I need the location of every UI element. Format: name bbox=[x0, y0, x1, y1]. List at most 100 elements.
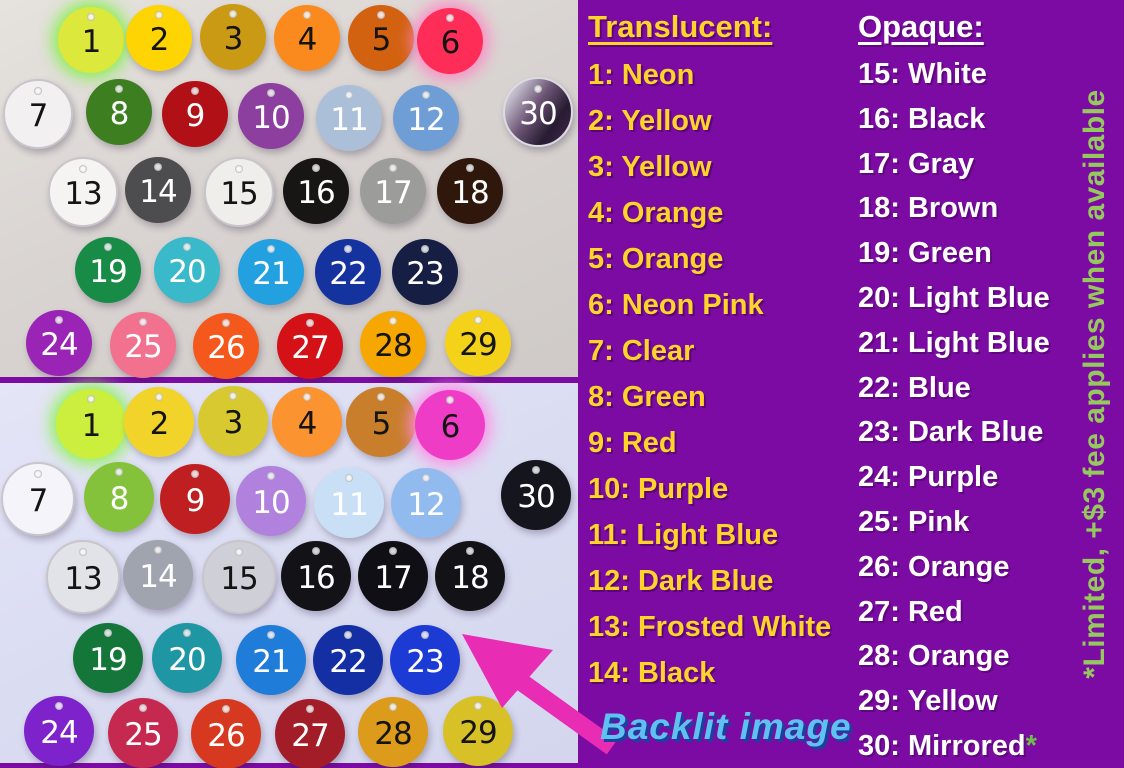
tag-disc-26: 26 bbox=[191, 699, 261, 768]
tag-disc-7: 7 bbox=[3, 79, 73, 149]
tag-number: 10 bbox=[252, 485, 290, 521]
photo-daylight: 1 2 3 4 5 6 7 8 9 10 11 12 30 13 14 15 16 17 18 19 20 21 22 23 2… bbox=[0, 0, 578, 379]
tag-disc-24: 24 bbox=[24, 696, 94, 766]
translucent-item-label: 3: Yellow bbox=[588, 151, 712, 183]
opaque-item: 17: Gray bbox=[858, 142, 1116, 187]
tag-disc-29: 29 bbox=[445, 310, 511, 376]
tag-hole bbox=[267, 631, 275, 639]
tag-hole bbox=[55, 316, 63, 324]
tag-hole bbox=[446, 396, 454, 404]
tag-disc-11: 11 bbox=[314, 468, 384, 538]
tag-disc-6: 6 bbox=[415, 390, 485, 460]
tag-disc-11: 11 bbox=[316, 85, 382, 151]
tag-hole bbox=[183, 629, 191, 637]
opaque-item-label: 24: Purple bbox=[858, 461, 999, 494]
translucent-item: 10: Purple bbox=[588, 466, 856, 512]
tag-hole bbox=[532, 466, 540, 474]
opaque-item-label: 22: Blue bbox=[858, 371, 971, 404]
tag-disc-4: 4 bbox=[274, 5, 340, 71]
tag-disc-20: 20 bbox=[154, 237, 220, 303]
tag-disc-1: 1 bbox=[56, 389, 126, 459]
opaque-item: 16: Black bbox=[858, 97, 1116, 142]
opaque-item-label: 21: Light Blue bbox=[858, 326, 1050, 359]
tag-number: 1 bbox=[81, 24, 102, 60]
tag-hole bbox=[222, 319, 230, 327]
tag-hole bbox=[34, 87, 42, 95]
tag-number: 27 bbox=[291, 718, 329, 754]
tag-hole bbox=[377, 393, 385, 401]
tag-disc-27: 27 bbox=[277, 313, 343, 379]
tag-number: 2 bbox=[149, 22, 170, 58]
tag-disc-18: 18 bbox=[435, 541, 505, 611]
opaque-item: 25: Pink bbox=[858, 500, 1116, 545]
translucent-item: 11: Light Blue bbox=[588, 512, 856, 558]
opaque-item: 23: Dark Blue bbox=[858, 410, 1116, 455]
tag-disc-27: 27 bbox=[275, 699, 345, 768]
tag-hole bbox=[389, 547, 397, 555]
translucent-item-label: 8: Green bbox=[588, 381, 706, 413]
tag-number: 11 bbox=[330, 487, 368, 523]
tag-disc-14: 14 bbox=[125, 157, 191, 223]
tag-hole bbox=[229, 10, 237, 18]
opaque-column: Opaque: 15: White 16: Black 17: Gray 18: Br… bbox=[858, 8, 1116, 768]
tag-number: 14 bbox=[139, 559, 177, 595]
tag-disc-8: 8 bbox=[86, 79, 152, 145]
tag-hole bbox=[115, 468, 123, 476]
tag-number: 5 bbox=[371, 406, 392, 442]
tag-number: 21 bbox=[252, 256, 290, 292]
tag-number: 25 bbox=[124, 329, 162, 365]
tag-disc-4: 4 bbox=[272, 387, 342, 457]
tag-number: 27 bbox=[291, 330, 329, 366]
tag-number: 6 bbox=[440, 25, 461, 61]
opaque-item: 27: Red bbox=[858, 590, 1116, 635]
translucent-item-label: 5: Orange bbox=[588, 243, 724, 275]
tag-disc-2: 2 bbox=[124, 387, 194, 457]
tag-number: 7 bbox=[28, 483, 49, 519]
tag-number: 4 bbox=[297, 406, 318, 442]
tag-number: 17 bbox=[374, 175, 412, 211]
tag-disc-15: 15 bbox=[204, 157, 274, 227]
tag-hole bbox=[79, 548, 87, 556]
opaque-item-label: 23: Dark Blue bbox=[858, 416, 1044, 449]
tag-disc-14: 14 bbox=[123, 540, 193, 610]
tag-disc-30: 30 bbox=[503, 77, 573, 147]
tag-number: 5 bbox=[371, 22, 392, 58]
tag-hole bbox=[303, 393, 311, 401]
tag-hole bbox=[466, 547, 474, 555]
opaque-item: 28: Orange bbox=[858, 634, 1116, 679]
tag-hole bbox=[154, 546, 162, 554]
tag-number: 10 bbox=[252, 100, 290, 136]
translucent-item: 8: Green bbox=[588, 374, 856, 420]
tag-number: 3 bbox=[223, 405, 244, 441]
limited-asterisk: * bbox=[1025, 729, 1037, 762]
tag-number: 22 bbox=[329, 644, 367, 680]
tag-hole bbox=[377, 11, 385, 19]
opaque-item: 22: Blue bbox=[858, 366, 1116, 411]
translucent-item: 6: Neon Pink bbox=[588, 282, 856, 328]
tag-number: 17 bbox=[374, 560, 412, 596]
tag-number: 13 bbox=[64, 176, 102, 212]
translucent-item-label: 2: Yellow bbox=[588, 105, 712, 137]
tag-number: 14 bbox=[139, 174, 177, 210]
tag-hole bbox=[104, 243, 112, 251]
tag-number: 19 bbox=[89, 254, 127, 290]
tag-number: 24 bbox=[40, 327, 78, 363]
tag-hole bbox=[229, 392, 237, 400]
opaque-item: 18: Brown bbox=[858, 186, 1116, 231]
tag-hole bbox=[155, 11, 163, 19]
tag-number: 21 bbox=[252, 644, 290, 680]
opaque-item-label: 26: Orange bbox=[858, 550, 1010, 583]
tag-disc-19: 19 bbox=[75, 237, 141, 303]
translucent-item: 2: Yellow bbox=[588, 98, 856, 144]
tag-hole bbox=[34, 470, 42, 478]
tag-hole bbox=[306, 319, 314, 327]
opaque-item-label: 20: Light Blue bbox=[858, 281, 1050, 314]
opaque-item-label: 15: White bbox=[858, 58, 987, 90]
tag-number: 12 bbox=[407, 487, 445, 523]
tag-disc-6: 6 bbox=[417, 8, 483, 74]
opaque-item-label: 29: Yellow bbox=[858, 685, 998, 718]
tag-hole bbox=[191, 87, 199, 95]
translucent-item-label: 12: Dark Blue bbox=[588, 565, 774, 597]
tag-disc-28: 28 bbox=[358, 697, 428, 767]
tag-hole bbox=[389, 164, 397, 172]
